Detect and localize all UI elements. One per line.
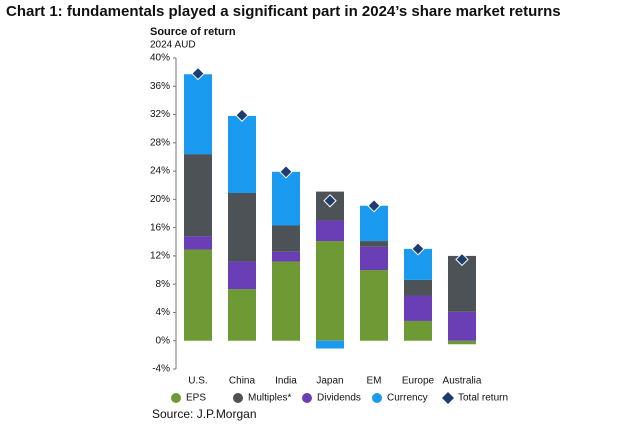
bar-segment <box>316 241 344 341</box>
legend-label: Multiples* <box>248 393 291 404</box>
bar-segment <box>316 340 344 349</box>
bar-segment <box>448 340 476 345</box>
y-axis-subtitle: 2024 AUD <box>150 40 196 51</box>
y-tick-label: 16% <box>150 222 170 233</box>
bar-segment <box>228 261 256 290</box>
bar-segment <box>272 261 300 341</box>
bar-segment <box>404 320 432 341</box>
bar-segment <box>184 236 212 250</box>
y-tick-label: 32% <box>150 109 170 120</box>
legend-label: EPS <box>186 393 206 404</box>
y-tick-label: 24% <box>150 166 170 177</box>
bar-segment <box>360 246 388 271</box>
bar-segment <box>404 279 432 296</box>
source: Source: J.P.Morgan <box>152 407 257 421</box>
legend-swatch <box>233 393 243 403</box>
y-tick-label: 4% <box>156 307 171 318</box>
x-tick-label: U.S. <box>188 376 207 387</box>
legend-swatch <box>171 393 181 403</box>
total-marker <box>455 252 469 267</box>
x-tick-label: China <box>229 376 256 387</box>
bar-segment <box>184 74 212 155</box>
y-tick-label: 12% <box>150 251 170 262</box>
x-tick-label: India <box>275 376 297 387</box>
y-tick-label: 40% <box>150 53 170 64</box>
y-tick-label: 28% <box>150 137 170 148</box>
total-marker <box>367 199 381 213</box>
bar-segment <box>228 289 256 341</box>
y-tick-label: 8% <box>156 279 171 290</box>
chart-title: Chart 1: fundamentals played a significa… <box>6 3 561 20</box>
bar-segment <box>184 154 212 237</box>
bar-segment <box>448 311 476 341</box>
bar-segment <box>228 193 256 262</box>
bar-segment <box>360 270 388 341</box>
bar-segment <box>360 241 388 247</box>
bar-segment <box>272 225 300 252</box>
x-tick-label: EM <box>367 376 382 387</box>
bar-segment <box>184 249 212 341</box>
bar-segment <box>404 295 432 321</box>
total-marker <box>411 242 425 256</box>
bar-segment <box>272 251 300 262</box>
bar-segment <box>316 220 344 242</box>
y-tick-label: 20% <box>150 194 170 205</box>
y-tick-label: -4% <box>152 364 170 375</box>
total-marker <box>235 108 249 122</box>
legend-swatch <box>442 392 454 404</box>
legend-label: Dividends <box>317 393 361 404</box>
legend-swatch <box>302 393 312 403</box>
legend-swatch <box>372 393 382 403</box>
y-tick-label: 0% <box>156 335 171 346</box>
x-tick-label: Japan <box>316 376 343 387</box>
total-marker <box>191 66 205 81</box>
total-marker <box>323 194 337 208</box>
y-axis-title: Source of return <box>150 26 236 38</box>
x-tick-label: Europe <box>402 376 435 387</box>
legend-label: Currency <box>387 393 428 404</box>
total-marker <box>279 165 293 179</box>
bar-segment <box>272 171 300 226</box>
x-tick-label: Australia <box>443 376 482 387</box>
bar-segment <box>228 115 256 194</box>
y-tick-label: 36% <box>150 81 170 92</box>
legend-label: Total return <box>458 393 508 404</box>
